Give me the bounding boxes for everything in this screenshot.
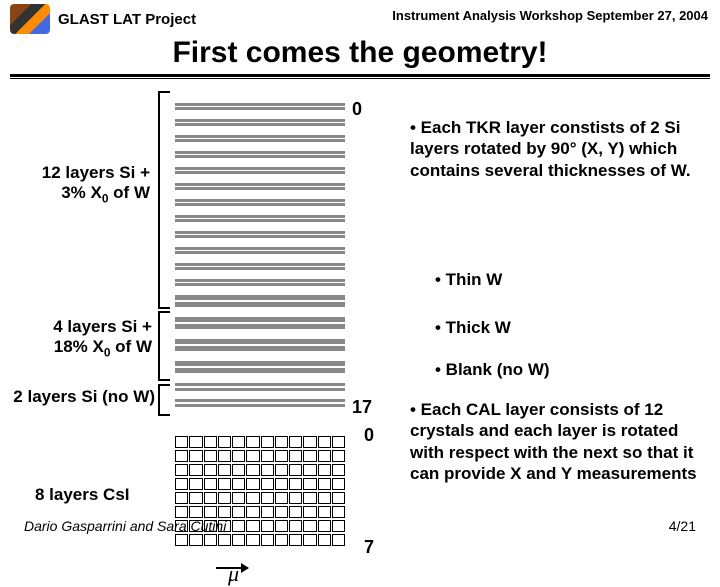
bullet-blank: • Blank (no W) bbox=[435, 359, 550, 380]
bullet-thin: • Thin W bbox=[435, 269, 502, 290]
footer-authors: Dario Gasparrini and Sara Cutini bbox=[24, 518, 226, 534]
bracket-blank-icon bbox=[158, 384, 170, 416]
footer-page: 4/21 bbox=[669, 518, 696, 534]
glast-logo-icon bbox=[10, 4, 50, 34]
tkr-blank-label: 2 layers Si (no W) bbox=[0, 387, 155, 407]
cal-index-bottom: 7 bbox=[364, 537, 374, 558]
divider-thick bbox=[10, 74, 710, 77]
tkr-index-top: 0 bbox=[352, 99, 362, 120]
bullet-cal-desc: • Each CAL layer consists of 12 crystals… bbox=[410, 399, 702, 484]
bracket-thick-icon bbox=[158, 311, 170, 381]
content-area: 12 layers Si + 3% X0 of W 4 layers Si + … bbox=[0, 91, 720, 511]
footer: Dario Gasparrini and Sara Cutini 4/21 bbox=[0, 518, 720, 534]
bracket-thin-icon bbox=[158, 91, 170, 309]
page-title: First comes the geometry! bbox=[0, 36, 720, 70]
arrow-icon bbox=[216, 567, 248, 569]
tkr-thick-label: 4 layers Si + 18% X0 of W bbox=[12, 317, 152, 359]
cal-index-top: 0 bbox=[364, 425, 374, 446]
bullet-thick: • Thick W bbox=[435, 317, 511, 338]
divider-thin bbox=[10, 78, 710, 79]
tracker-diagram bbox=[175, 103, 345, 415]
project-name: GLAST LAT Project bbox=[58, 11, 196, 28]
tkr-index-bottom: 17 bbox=[352, 397, 372, 418]
mu-symbol: μ bbox=[228, 561, 239, 587]
header: GLAST LAT Project Instrument Analysis Wo… bbox=[0, 0, 720, 34]
tkr-thin-label: 12 layers Si + 3% X0 of W bbox=[20, 163, 150, 205]
workshop-info: Instrument Analysis Workshop September 2… bbox=[392, 8, 708, 23]
bullet-tkr-desc: • Each TKR layer constists of 2 Si layer… bbox=[410, 117, 700, 181]
cal-label: 8 layers CsI bbox=[35, 485, 130, 505]
